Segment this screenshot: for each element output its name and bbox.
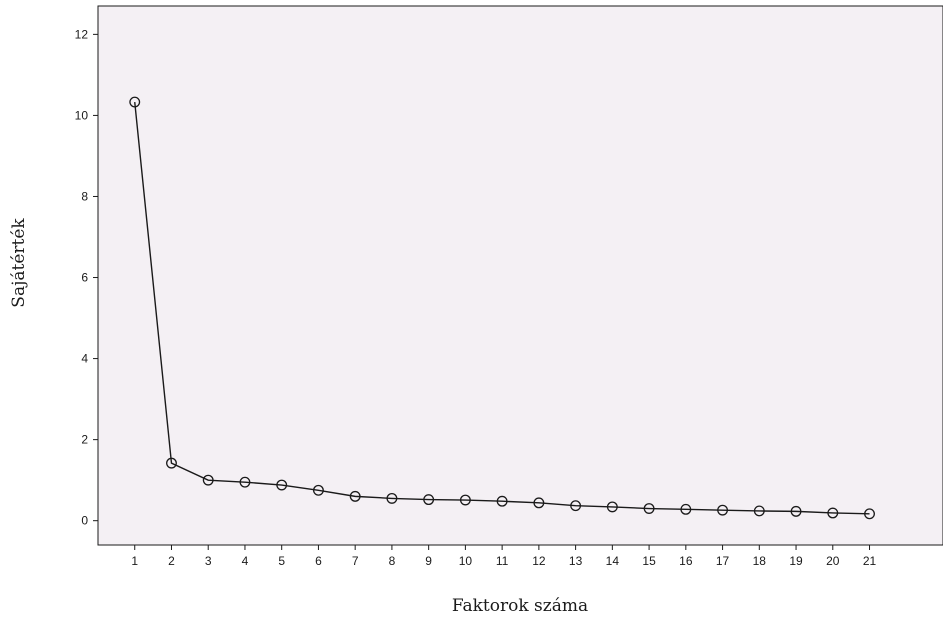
y-axis-title: Sajátérték [9, 218, 29, 308]
data-point [717, 504, 729, 516]
x-tick-label: 17 [716, 554, 730, 568]
x-tick-label: 15 [642, 554, 656, 568]
y-tick-label: 12 [75, 27, 89, 41]
x-tick-label: 9 [425, 554, 432, 568]
x-tick-label: 14 [606, 554, 620, 568]
data-point [423, 494, 435, 506]
data-point [166, 457, 177, 469]
plot-area [97, 5, 943, 546]
x-tick-label: 8 [389, 554, 396, 568]
data-point [753, 505, 765, 517]
x-tick-label: 16 [679, 554, 693, 568]
series-group [129, 96, 875, 520]
data-point [533, 497, 545, 509]
x-tick-label: 6 [315, 554, 322, 568]
x-tick-label: 3 [205, 554, 212, 568]
data-point [827, 507, 839, 519]
data-point [129, 96, 141, 108]
data-point [202, 474, 214, 486]
data-point [606, 501, 618, 513]
y-tick-label: 4 [81, 352, 88, 366]
data-point [386, 492, 398, 504]
y-tick-label: 0 [81, 514, 88, 528]
x-tick-label: 12 [532, 554, 546, 568]
x-tick-label: 11 [496, 554, 509, 568]
data-point [239, 476, 251, 488]
x-tick-label: 20 [826, 554, 840, 568]
y-axis: 0 2 4 6 8 10 12 [75, 27, 98, 528]
x-tick-label: 7 [352, 554, 359, 568]
x-tick-label: 19 [789, 554, 803, 568]
data-point [459, 494, 471, 506]
x-tick-label: 10 [459, 554, 473, 568]
x-tick-label: 1 [131, 554, 138, 568]
x-tick-label: 5 [278, 554, 285, 568]
series-line [134, 101, 870, 515]
data-point [790, 505, 802, 517]
x-tick-label: 4 [242, 554, 249, 568]
data-point [349, 490, 361, 502]
data-point [276, 479, 288, 491]
data-point [312, 484, 324, 496]
x-tick-label: 18 [753, 554, 767, 568]
data-point [496, 495, 508, 507]
x-tick-label: 13 [569, 554, 583, 568]
data-point [680, 503, 692, 515]
data-point [643, 503, 655, 514]
y-tick-label: 6 [81, 271, 88, 285]
x-tick-label: 2 [168, 554, 175, 568]
y-tick-label: 2 [81, 433, 88, 447]
y-tick-label: 8 [81, 189, 88, 203]
x-axis-title: Faktorok száma [452, 596, 588, 616]
data-point [864, 508, 875, 520]
x-tick-label: 21 [863, 554, 877, 568]
x-axis: 1 2 3 4 5 6 7 8 9 10 11 12 13 14 15 16 17 18 19 20 21 [131, 545, 877, 568]
data-point [570, 500, 582, 512]
y-tick-label: 10 [75, 108, 89, 122]
